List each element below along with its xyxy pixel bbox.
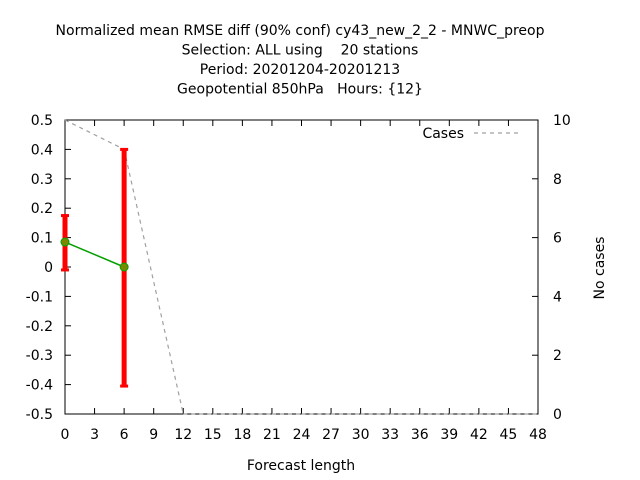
x-axis-label: Forecast length [247, 458, 355, 474]
rmse-diff-point [119, 262, 129, 272]
title-line: Period: 20201204-20201213 [200, 62, 400, 78]
x-tick-label: 12 [174, 427, 192, 443]
rmse-diff-series [60, 237, 129, 272]
y-tick-label: -0.3 [26, 348, 53, 364]
x-tick-label: 36 [411, 427, 429, 443]
y-tick-label: -0.4 [26, 378, 53, 394]
x-tick-label: 3 [90, 427, 99, 443]
legend-label: Cases [422, 126, 464, 142]
y-tick-label: -0.1 [26, 289, 53, 305]
x-tick-label: 21 [263, 427, 281, 443]
x-axis-ticks: 0 3 6 9 12 15 18 21 24 27 30 33 36 39 42 45 48 [61, 120, 547, 443]
title-line: Geopotential 850hPa Hours: {12} [177, 82, 423, 98]
x-tick-label: 42 [470, 427, 488, 443]
legend: Cases [422, 126, 521, 142]
x-tick-label: 15 [204, 427, 222, 443]
cases-line-segment [123, 149, 184, 415]
y-tick-label: 0.5 [31, 113, 53, 129]
y2-tick-label: 8 [553, 172, 562, 188]
y-axis-ticks: 0.5 0.4 0.3 0.2 0.1 0 -0.1 -0.2 -0.3 -0.4 -0.5 [26, 113, 71, 423]
y2-tick-label: 2 [553, 348, 562, 364]
x-tick-label: 39 [440, 427, 458, 443]
y-tick-label: -0.2 [26, 319, 53, 335]
x-tick-label: 33 [381, 427, 399, 443]
x-tick-label: 0 [61, 427, 70, 443]
y-tick-label: 0.3 [31, 172, 53, 188]
x-tick-label: 24 [293, 427, 311, 443]
error-bars [61, 147, 129, 388]
y2-tick-label: 6 [553, 231, 562, 247]
rmse-diff-line-segment [64, 241, 125, 268]
y-tick-label: 0 [44, 260, 53, 276]
cases-series [64, 119, 538, 415]
y2-tick-label: 4 [553, 289, 562, 305]
x-tick-label: 45 [500, 427, 518, 443]
y2-axis-label: No cases [592, 237, 608, 300]
y2-axis-ticks: 10 8 6 4 2 0 [532, 113, 571, 423]
x-tick-label: 48 [529, 427, 547, 443]
x-tick-label: 27 [322, 427, 340, 443]
plot-frame [64, 119, 539, 415]
x-tick-label: 18 [233, 427, 251, 443]
x-tick-label: 9 [149, 427, 158, 443]
title-line: Selection: ALL using 20 stations [182, 43, 419, 59]
y2-tick-label: 0 [553, 407, 562, 423]
plot-border [64, 119, 539, 415]
y-tick-label: 0.2 [31, 201, 53, 217]
rmse-diff-point [60, 237, 70, 247]
y-tick-label: 0.4 [31, 142, 53, 158]
x-tick-label: 6 [120, 427, 129, 443]
y-tick-label: -0.5 [26, 407, 53, 423]
x-tick-label: 30 [352, 427, 370, 443]
title-line: Normalized mean RMSE diff (90% conf) cy4… [56, 23, 545, 39]
y2-tick-label: 10 [553, 113, 571, 129]
chart-title: Normalized mean RMSE diff (90% conf) cy4… [56, 23, 545, 98]
y-tick-label: 0.1 [31, 231, 53, 247]
cases-line-segment [64, 119, 125, 150]
